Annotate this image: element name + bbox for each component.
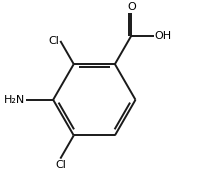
Text: Cl: Cl (55, 160, 66, 170)
Text: O: O (127, 2, 136, 12)
Text: OH: OH (155, 31, 172, 41)
Text: H₂N: H₂N (4, 95, 25, 105)
Text: Cl: Cl (49, 36, 59, 46)
